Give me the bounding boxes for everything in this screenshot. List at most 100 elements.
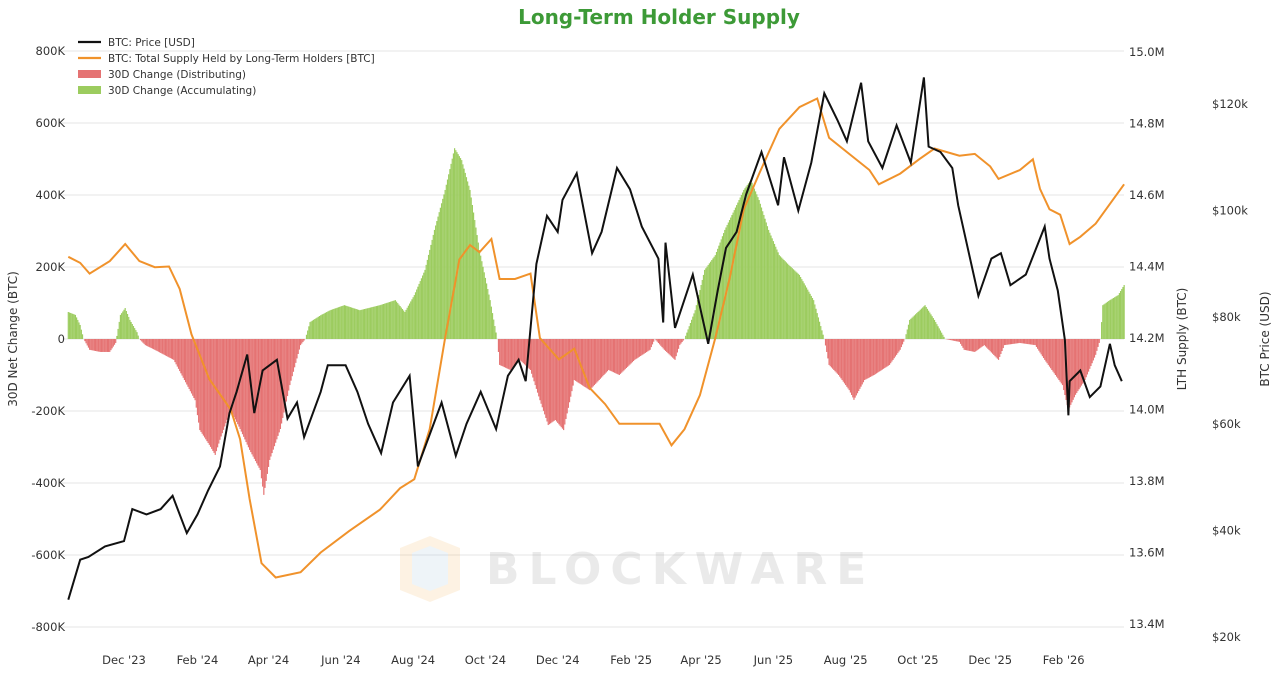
distributing-bar <box>290 339 292 381</box>
distributing-bar <box>228 339 231 414</box>
left-tick-label: 400K <box>36 188 66 202</box>
distributing-bar <box>975 339 977 352</box>
distributing-bar <box>207 339 209 443</box>
distributing-bar <box>645 339 648 353</box>
accumulating-bar <box>77 319 79 339</box>
distributing-bar <box>284 339 286 408</box>
accumulating-bar <box>324 312 327 339</box>
accumulating-bar <box>448 174 450 339</box>
distributing-bar <box>288 339 290 391</box>
accumulating-bar <box>777 252 779 339</box>
distributing-bar <box>864 339 866 381</box>
distributing-bar <box>1084 339 1086 381</box>
distributing-bar <box>674 339 676 360</box>
distributing-bar <box>503 339 505 368</box>
x-tick-label: Oct '24 <box>465 653 506 667</box>
accumulating-bar <box>1103 304 1105 339</box>
accumulating-bar <box>310 321 312 339</box>
distributing-bar <box>1007 339 1009 345</box>
accumulating-bar <box>339 306 341 339</box>
distributing-bar <box>613 339 616 373</box>
distributing-bar <box>1086 339 1089 375</box>
accumulating-bar <box>796 272 798 339</box>
distributing-bar <box>226 339 228 420</box>
distributing-bar <box>171 339 174 360</box>
distributing-bar <box>303 339 305 341</box>
distributing-bar <box>586 339 588 389</box>
accumulating-bar <box>938 328 940 339</box>
accumulating-bar <box>355 309 357 339</box>
distributing-bar <box>1026 339 1028 344</box>
distributing-bar <box>250 339 252 453</box>
distributing-bar <box>1029 339 1032 345</box>
accumulating-bar <box>137 335 139 339</box>
distributing-bar <box>560 339 562 428</box>
accumulating-bar <box>817 317 820 339</box>
distributing-bar <box>1053 339 1055 374</box>
distributing-bar <box>103 339 105 352</box>
accumulating-bar <box>426 259 428 339</box>
distributing-bar <box>188 339 190 389</box>
distributing-bar <box>858 339 860 392</box>
accumulating-bar <box>807 289 809 339</box>
accumulating-bar <box>117 328 119 339</box>
distributing-bar <box>619 339 622 374</box>
distributing-bar <box>510 339 513 369</box>
distributing-bar <box>854 339 856 398</box>
accumulating-bar <box>405 309 407 339</box>
accumulating-bar <box>757 197 759 339</box>
distributing-bar <box>850 339 853 395</box>
accumulating-bar <box>423 272 425 339</box>
accumulating-bar <box>80 329 82 339</box>
distributing-bar <box>836 339 838 374</box>
distributing-bar <box>884 339 886 369</box>
distributing-bar <box>199 339 201 431</box>
distributing-bar <box>282 339 284 419</box>
accumulating-bar <box>482 266 484 339</box>
accumulating-bar <box>800 277 802 339</box>
distributing-bar <box>628 339 630 366</box>
x-tick-label: Feb '24 <box>177 653 219 667</box>
distributing-bar <box>532 339 534 378</box>
distributing-bar <box>867 339 869 379</box>
accumulating-bar <box>798 274 801 339</box>
distributing-bar <box>852 339 854 398</box>
accumulating-bar <box>914 314 917 339</box>
accumulating-bar <box>795 271 797 339</box>
accumulating-bar <box>768 229 770 339</box>
distributing-bar <box>174 339 176 363</box>
accumulating-bar <box>438 212 440 339</box>
distributing-bar <box>829 339 831 367</box>
legend-label: 30D Change (Distributing) <box>108 69 246 81</box>
chart-title: Long-Term Holder Supply <box>518 5 800 29</box>
accumulating-bar <box>919 309 921 339</box>
supply-tick-label: 14.0M <box>1129 403 1165 417</box>
distributing-bar <box>859 339 861 389</box>
accumulating-bar <box>478 250 481 339</box>
distributing-bar <box>583 339 585 387</box>
distributing-bar <box>666 339 668 353</box>
distributing-bar <box>973 339 975 352</box>
distributing-bar <box>546 339 548 422</box>
distributing-bar <box>848 339 850 391</box>
accumulating-bar <box>403 310 405 339</box>
distributing-bar <box>595 339 597 384</box>
distributing-bar <box>538 339 540 397</box>
distributing-bar <box>143 339 145 344</box>
accumulating-bar <box>692 316 694 339</box>
supply-tick-label: 15.0M <box>1129 45 1165 59</box>
distributing-bar <box>651 339 654 345</box>
accumulating-bar <box>337 307 340 339</box>
distributing-bar <box>1020 339 1022 344</box>
accumulating-bar <box>743 189 745 339</box>
accumulating-bar <box>762 211 764 339</box>
accumulating-bar <box>429 249 431 339</box>
accumulating-bar <box>72 313 74 339</box>
distributing-bar <box>571 339 573 392</box>
accumulating-bar <box>354 308 356 339</box>
accumulating-bar <box>417 286 419 339</box>
accumulating-bar <box>943 336 945 339</box>
distributing-bar <box>1054 339 1057 375</box>
distributing-bar <box>239 339 241 429</box>
distributing-bar <box>637 339 639 358</box>
